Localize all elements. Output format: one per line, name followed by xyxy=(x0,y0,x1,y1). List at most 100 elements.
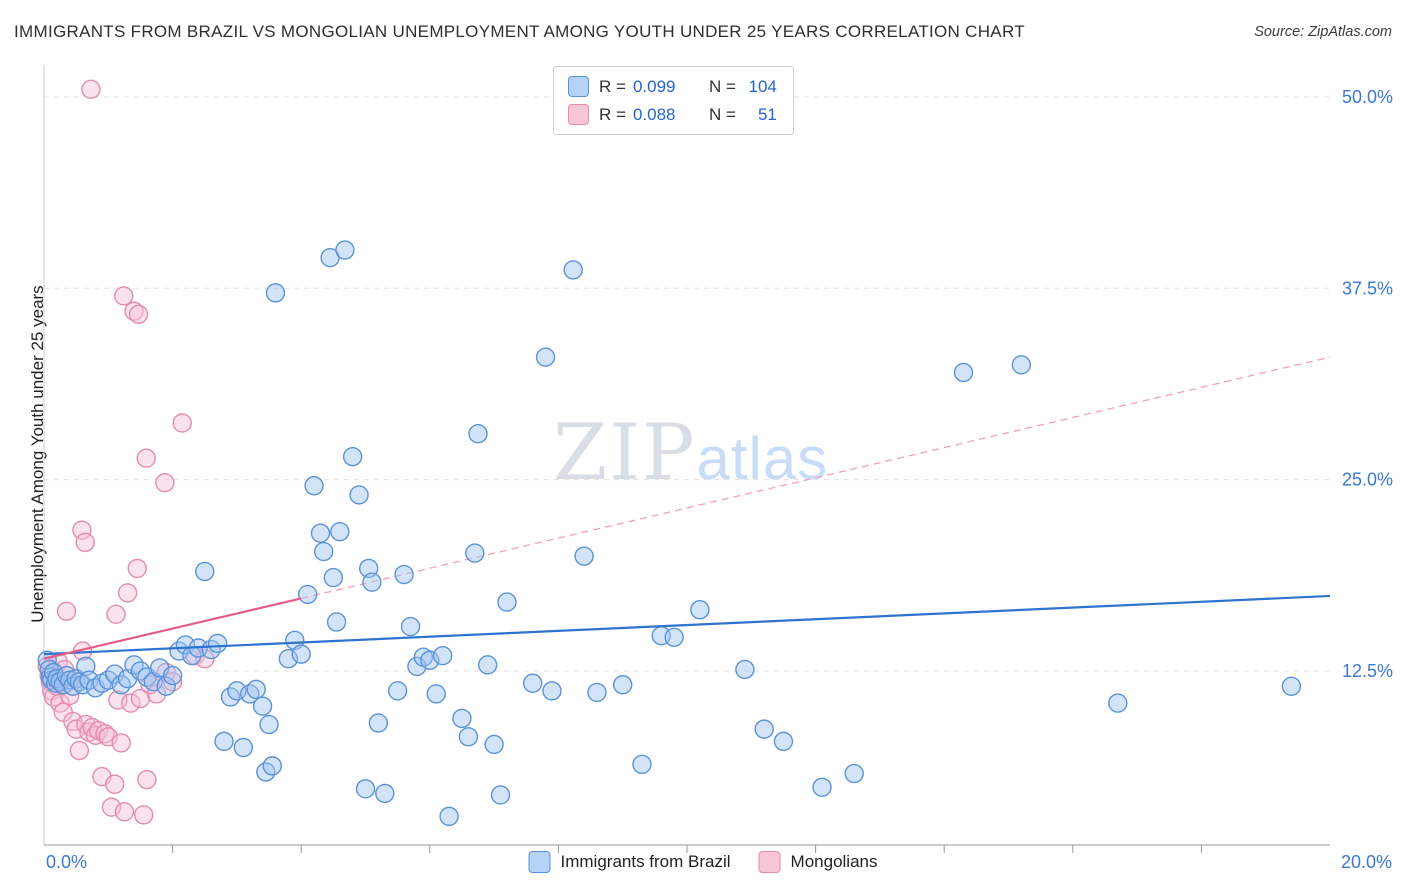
y-tick-label: 25.0% xyxy=(1342,470,1393,490)
brazil-point xyxy=(465,543,485,563)
brazil-swatch-icon xyxy=(528,851,551,873)
brazil-point xyxy=(394,564,414,585)
brazil-point xyxy=(233,737,254,758)
mongolian-point xyxy=(105,774,125,794)
brazil-point xyxy=(335,240,355,260)
brazil-point xyxy=(563,260,583,280)
mongolian-point xyxy=(172,413,192,433)
brazil-point xyxy=(156,676,176,696)
brazil-point xyxy=(484,734,504,755)
brazil-point xyxy=(355,779,376,799)
brazil-point xyxy=(690,600,710,620)
brazil-point xyxy=(735,659,755,680)
brazil-point xyxy=(342,446,363,467)
brazil-point xyxy=(262,756,282,776)
brazil-point xyxy=(330,521,350,542)
brazil-point xyxy=(844,763,864,784)
mongolian-point xyxy=(69,740,90,761)
mongolian-point xyxy=(136,448,156,468)
brazil-point xyxy=(314,541,334,562)
y-tick-label: 12.5% xyxy=(1342,661,1393,681)
n-value-brazil: 104 xyxy=(748,76,777,96)
y-tick-label: 50.0% xyxy=(1342,87,1393,107)
r-value-brazil: 0.099 xyxy=(632,76,676,96)
mongolian-point xyxy=(133,805,154,825)
brazil-point xyxy=(349,485,369,505)
legend-label-mongolians: Mongolians xyxy=(790,852,878,871)
mongolian-point xyxy=(146,684,167,704)
mongolian-point xyxy=(117,583,138,603)
mongolian-point xyxy=(137,769,157,790)
r-label: R = xyxy=(599,104,626,124)
brazil-point xyxy=(162,665,183,686)
brazil-point xyxy=(326,612,347,632)
x-axis-min-label: 0.0% xyxy=(46,852,88,872)
mongolian-point xyxy=(95,724,115,744)
brazil-point xyxy=(362,572,382,592)
brazil-point xyxy=(574,546,594,566)
brazil-point xyxy=(246,679,266,700)
mongolian-point xyxy=(72,520,92,540)
brazil-point xyxy=(953,362,974,383)
brazil-point xyxy=(468,424,488,444)
brazil-point xyxy=(259,714,279,735)
mongolian-point xyxy=(111,733,131,753)
mongolian-point xyxy=(106,604,126,625)
brazil-point xyxy=(490,785,511,805)
mongolian-swatch-icon xyxy=(568,104,589,125)
legend-item-brazil: Immigrants from Brazil xyxy=(528,851,731,873)
brazil-point xyxy=(310,523,331,543)
stats-row-brazil: R = 0.099 N = 104 xyxy=(568,76,777,97)
mongolian-point xyxy=(114,286,134,306)
brazil-point xyxy=(432,645,453,666)
brazil-point xyxy=(297,584,318,605)
brazil-point xyxy=(387,681,408,701)
brazil-point xyxy=(1011,355,1032,375)
mongolian-point xyxy=(127,558,147,579)
brazil-point xyxy=(522,673,543,693)
brazil-point xyxy=(439,806,459,827)
brazil-point xyxy=(477,655,498,675)
brazil-point xyxy=(812,777,832,797)
n-value-mongolian: 51 xyxy=(757,104,777,124)
mongolian-point xyxy=(128,304,149,325)
series-legend: Immigrants from Brazil Mongolians xyxy=(528,851,878,873)
brazil-point xyxy=(535,347,556,367)
mongolian-point xyxy=(56,601,77,621)
stats-legend-box: R = 0.099 N = 104 R = 0.088 N = 51 xyxy=(553,66,794,135)
brazil-point xyxy=(754,719,774,739)
brazil-point xyxy=(452,708,472,729)
brazil-point xyxy=(195,561,215,582)
brazil-point xyxy=(207,633,228,654)
n-label: N = xyxy=(708,76,736,96)
brazil-point xyxy=(542,681,562,701)
mongolian-point xyxy=(75,532,95,553)
brazil-point xyxy=(323,567,344,588)
y-tick-label: 37.5% xyxy=(1342,278,1393,298)
page-title: IMMIGRANTS FROM BRAZIL VS MONGOLIAN UNEM… xyxy=(14,22,1025,41)
brazil-point xyxy=(1108,693,1128,713)
brazil-point xyxy=(368,713,389,733)
brazil-point xyxy=(252,696,273,716)
brazil-point xyxy=(773,731,794,752)
mongolian-point xyxy=(121,693,141,713)
brazil-point xyxy=(497,592,517,612)
legend-label-brazil: Immigrants from Brazil xyxy=(560,852,731,871)
brazil-point xyxy=(304,476,324,496)
legend-item-mongolians: Mongolians xyxy=(758,851,878,873)
brazil-point xyxy=(265,283,286,303)
mongolian-point xyxy=(114,802,135,822)
brazil-point xyxy=(664,627,684,647)
brazil-point xyxy=(613,675,633,695)
n-label: N = xyxy=(708,104,736,124)
x-axis-max-label: 20.0% xyxy=(1340,852,1392,872)
brazil-point xyxy=(458,727,479,747)
brazil-point xyxy=(214,731,234,752)
brazil-point xyxy=(587,682,607,703)
brazil-point xyxy=(632,754,652,775)
source-attribution: Source: ZipAtlas.com xyxy=(1254,24,1392,40)
brazil-point xyxy=(400,616,421,637)
r-label: R = xyxy=(599,76,626,96)
stats-row-mongolian: R = 0.088 N = 51 xyxy=(568,104,777,125)
